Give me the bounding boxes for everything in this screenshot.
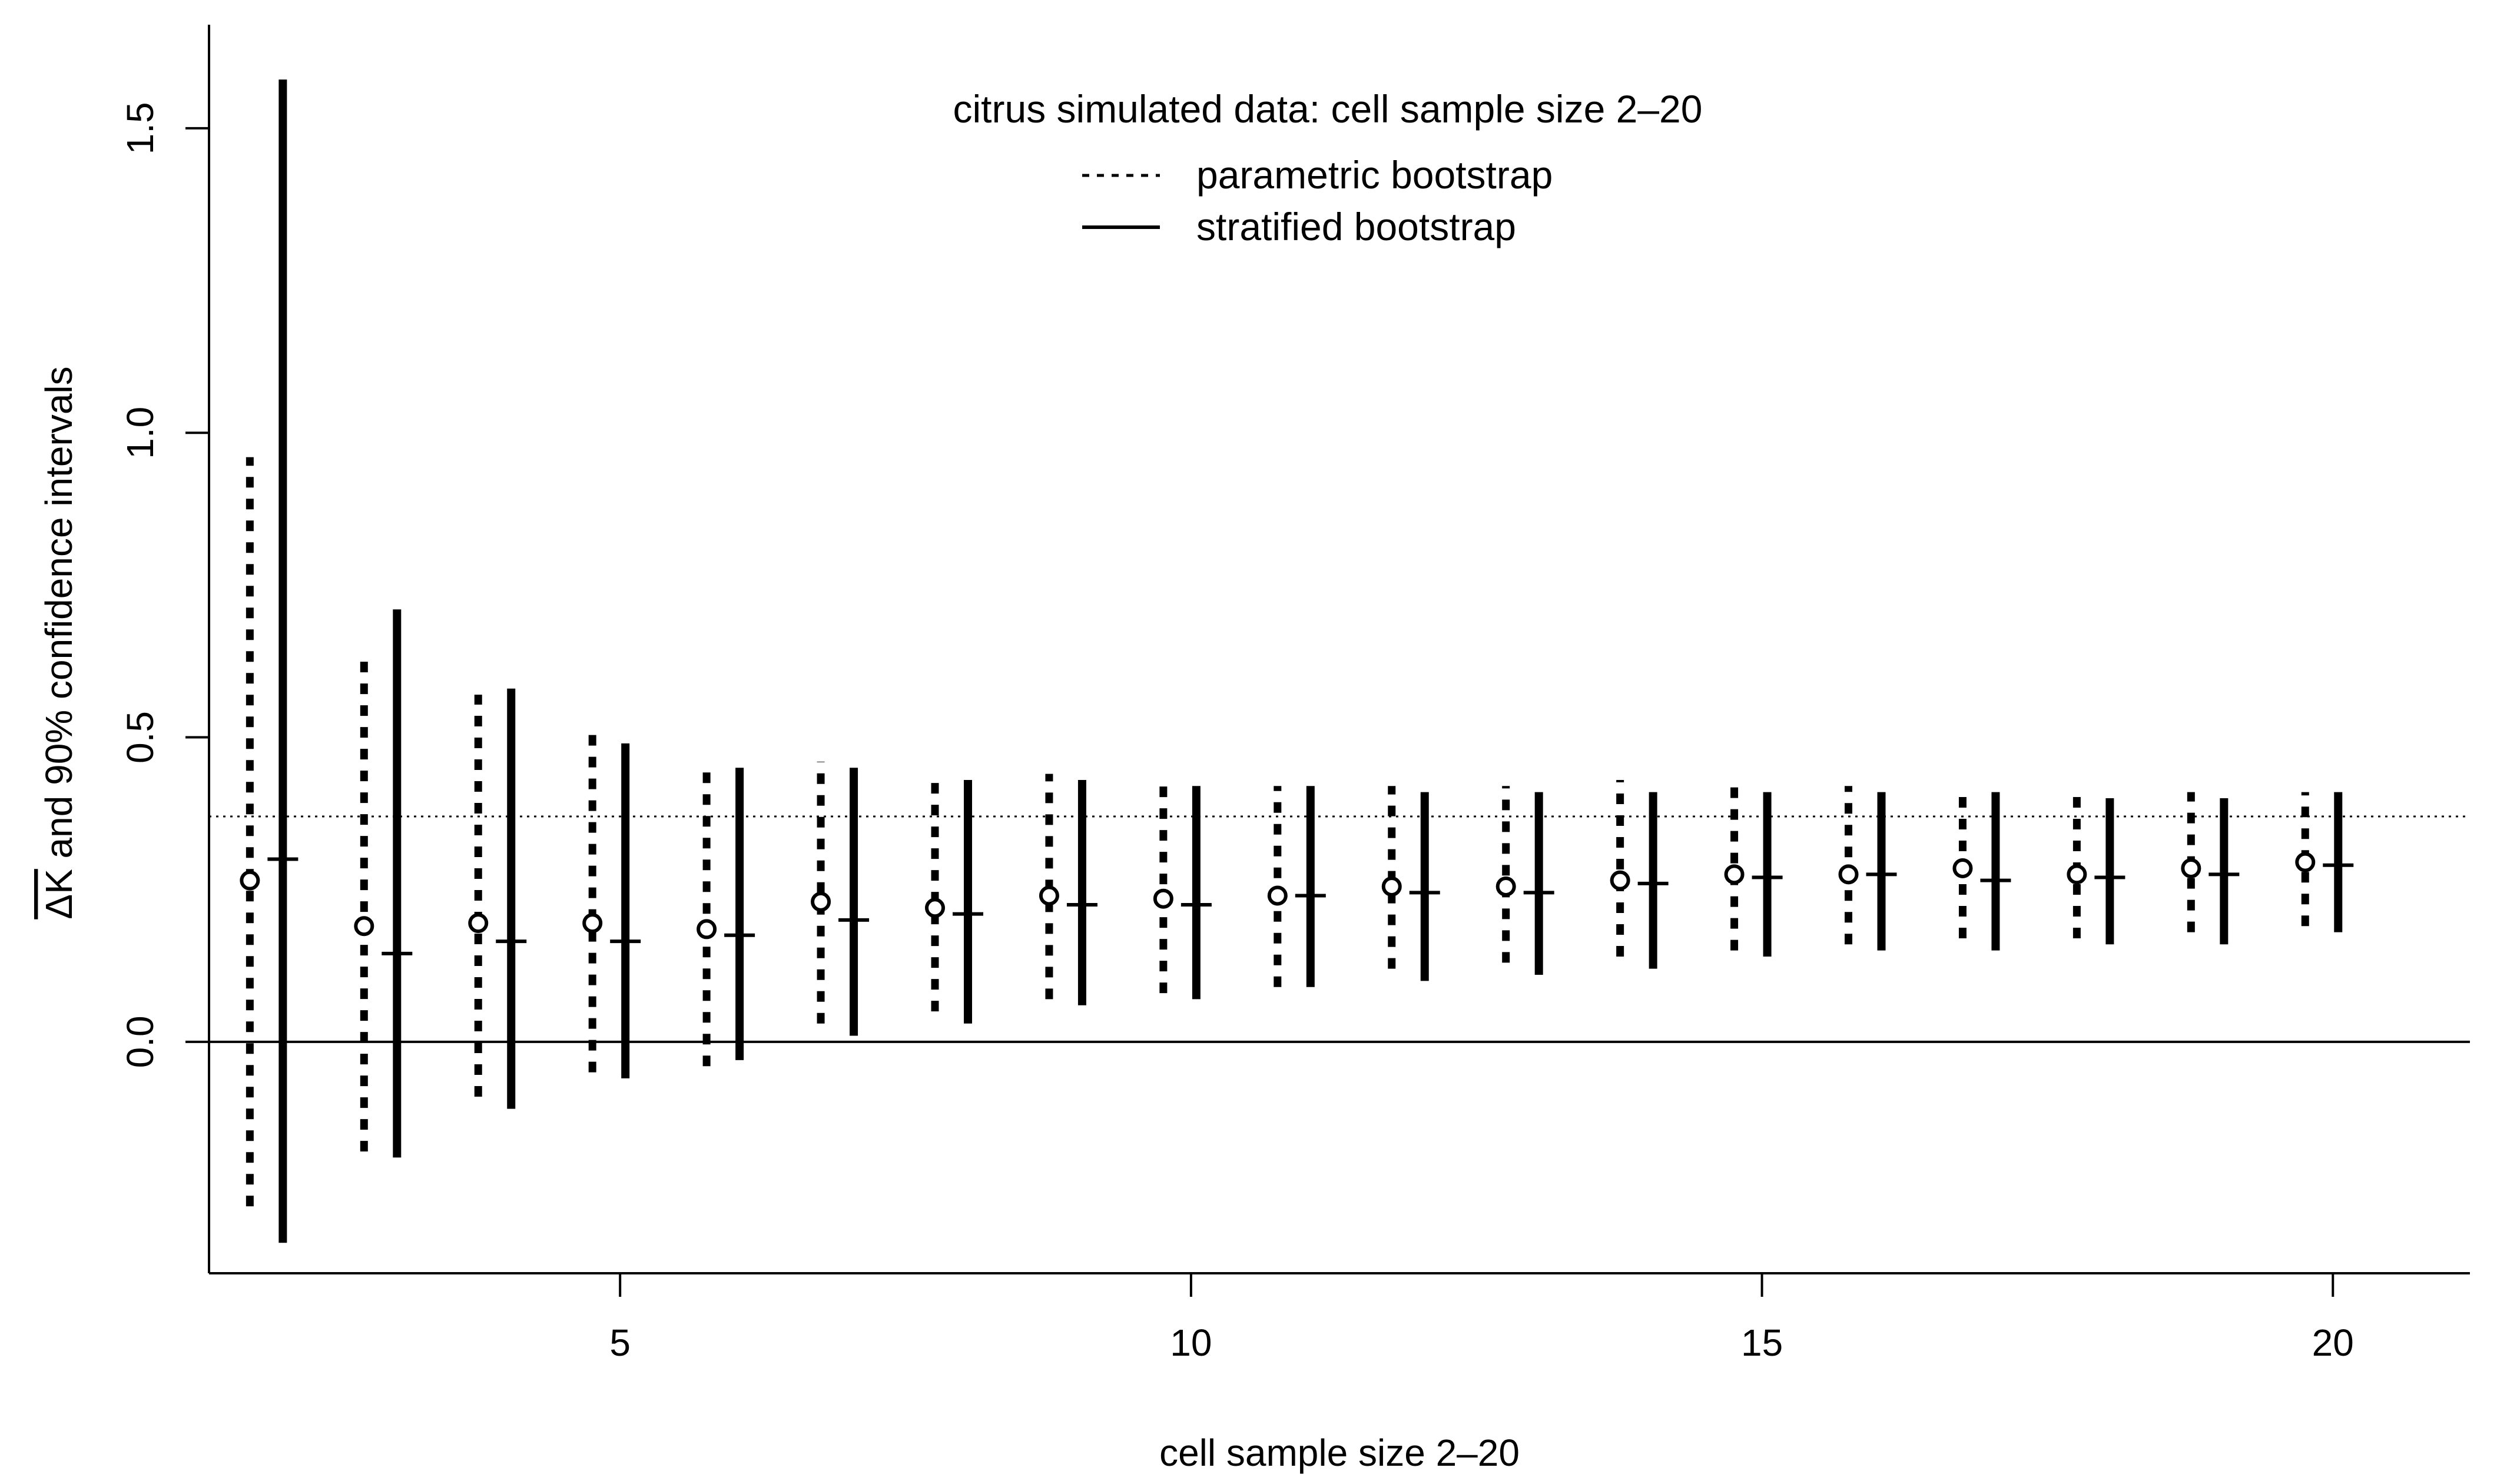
y-tick-label-group: 0.0 (119, 1015, 161, 1068)
parametric-estimate-point (811, 891, 831, 912)
x-tick-label: 10 (1170, 1322, 1212, 1364)
y-tick-label-group: 0.5 (119, 711, 161, 763)
x-tick-label: 5 (609, 1322, 631, 1364)
parametric-estimate-point (2067, 864, 2087, 885)
parametric-estimate-point (1381, 877, 1402, 897)
x-tick-label: 15 (1741, 1322, 1783, 1364)
parametric-estimate-point (1495, 877, 1516, 897)
y-tick-label: 0.0 (119, 1015, 161, 1068)
legend-label-stratified: stratified bootstrap (1196, 205, 1516, 248)
parametric-estimate-point (2181, 858, 2201, 878)
parametric-estimate-point (1838, 864, 1859, 885)
y-axis-title: ΔK and 90% confidence intervals (38, 366, 80, 919)
parametric-estimate-point (1724, 864, 1745, 885)
parametric-estimate-point (1952, 858, 1973, 878)
parametric-estimate-point (354, 916, 374, 937)
y-axis-title-hat: ΔK (38, 869, 80, 919)
y-axis-title-rest: and 90% confidence intervals (38, 366, 80, 869)
parametric-estimate-point (240, 870, 260, 891)
parametric-estimate-point (697, 919, 717, 939)
y-tick-label: 0.5 (119, 711, 161, 763)
legend-title: citrus simulated data: cell sample size … (953, 87, 1703, 131)
parametric-estimate-point (1610, 870, 1630, 891)
parametric-estimate-point (468, 913, 489, 934)
x-tick-label: 20 (2312, 1322, 2354, 1364)
y-tick-label: 1.0 (119, 407, 161, 459)
x-axis-title: cell sample size 2–20 (1159, 1432, 1520, 1474)
parametric-estimate-point (1267, 885, 1288, 906)
y-tick-label-group: 1.5 (119, 102, 161, 154)
parametric-estimate-point (1039, 885, 1059, 906)
parametric-estimate-point (925, 898, 945, 918)
legend-label-parametric: parametric bootstrap (1196, 153, 1553, 197)
parametric-estimate-point (2295, 852, 2316, 872)
y-tick-label-group: 1.0 (119, 407, 161, 459)
parametric-estimate-point (1153, 888, 1173, 909)
parametric-estimate-point (582, 913, 603, 934)
y-tick-label: 1.5 (119, 102, 161, 154)
